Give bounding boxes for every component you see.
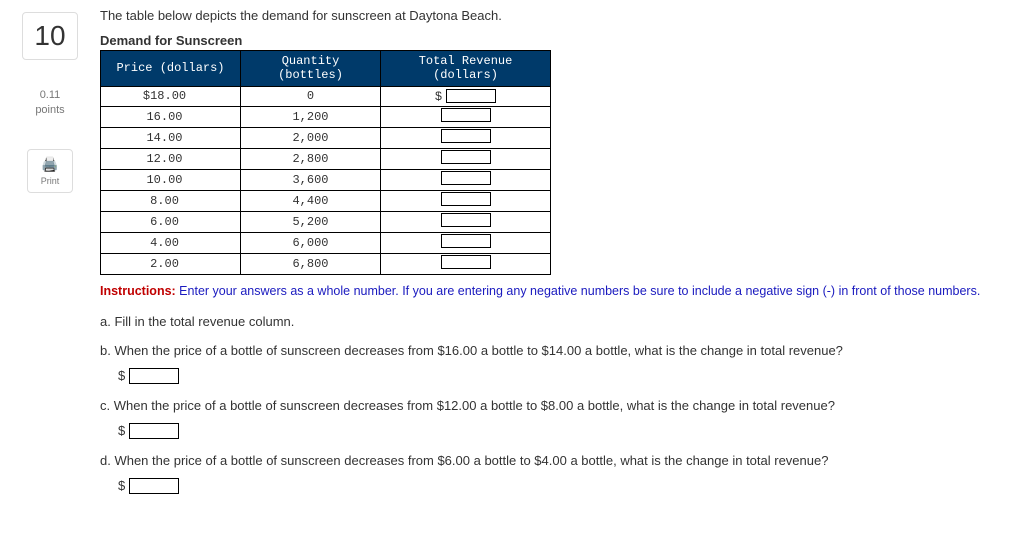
revenue-cell: $ [381, 86, 551, 106]
table-row: 4.006,000 [101, 232, 551, 253]
question-d: d. When the price of a bottle of sunscre… [100, 453, 1004, 468]
points-block: 0.11 points [35, 88, 64, 119]
price-cell: 12.00 [101, 148, 241, 169]
revenue-cell [381, 127, 551, 148]
revenue-cell [381, 148, 551, 169]
revenue-input[interactable] [441, 108, 491, 122]
table-row: $18.000 $ [101, 86, 551, 106]
revenue-input[interactable] [441, 255, 491, 269]
qty-cell: 6,000 [241, 232, 381, 253]
revenue-cell [381, 211, 551, 232]
instructions-text: Enter your answers as a whole number. If… [176, 284, 981, 298]
price-cell: 16.00 [101, 106, 241, 127]
table-row: 2.006,800 [101, 253, 551, 274]
table-header-row: Price (dollars) Quantity (bottles) Total… [101, 51, 551, 87]
question-a: a. Fill in the total revenue column. [100, 314, 1004, 329]
instructions-label: Instructions: [100, 284, 176, 298]
header-quantity: Quantity (bottles) [241, 51, 381, 87]
left-sidebar: 10 0.11 points 🖨️ Print [0, 8, 100, 494]
question-number: 10 [34, 20, 65, 52]
page-container: 10 0.11 points 🖨️ Print The table below … [0, 0, 1024, 494]
revenue-input[interactable] [441, 150, 491, 164]
answer-b: $ [100, 368, 1004, 384]
price-cell: 10.00 [101, 169, 241, 190]
table-row: 12.002,800 [101, 148, 551, 169]
table-row: 8.004,400 [101, 190, 551, 211]
price-cell: $18.00 [101, 86, 241, 106]
points-label: points [35, 103, 64, 118]
price-cell: 14.00 [101, 127, 241, 148]
table-row: 10.003,600 [101, 169, 551, 190]
qty-cell: 1,200 [241, 106, 381, 127]
revenue-input[interactable] [446, 89, 496, 103]
header-revenue: Total Revenue (dollars) [381, 51, 551, 87]
dollar-sign-c: $ [118, 423, 125, 438]
revenue-cell [381, 190, 551, 211]
header-price: Price (dollars) [101, 51, 241, 87]
table-row: 16.001,200 [101, 106, 551, 127]
question-b: b. When the price of a bottle of sunscre… [100, 343, 1004, 358]
print-button[interactable]: 🖨️ Print [27, 149, 73, 193]
revenue-input[interactable] [441, 213, 491, 227]
answer-input-d[interactable] [129, 478, 179, 494]
price-cell: 4.00 [101, 232, 241, 253]
qty-cell: 6,800 [241, 253, 381, 274]
price-cell: 2.00 [101, 253, 241, 274]
printer-icon: 🖨️ [41, 156, 58, 173]
qty-cell: 2,000 [241, 127, 381, 148]
table-row: 6.005,200 [101, 211, 551, 232]
intro-text: The table below depicts the demand for s… [100, 8, 1004, 23]
revenue-input[interactable] [441, 192, 491, 206]
qty-cell: 4,400 [241, 190, 381, 211]
dollar-sign: $ [435, 89, 442, 103]
instructions: Instructions: Enter your answers as a wh… [100, 283, 1004, 300]
dollar-sign-b: $ [118, 368, 125, 383]
table-title: Demand for Sunscreen [100, 33, 1004, 48]
revenue-input[interactable] [441, 129, 491, 143]
answer-input-b[interactable] [129, 368, 179, 384]
qty-cell: 3,600 [241, 169, 381, 190]
revenue-cell [381, 169, 551, 190]
qty-cell: 2,800 [241, 148, 381, 169]
qty-cell: 5,200 [241, 211, 381, 232]
points-value: 0.11 [35, 88, 64, 103]
revenue-cell [381, 106, 551, 127]
answer-d: $ [100, 478, 1004, 494]
revenue-input[interactable] [441, 234, 491, 248]
demand-table: Price (dollars) Quantity (bottles) Total… [100, 50, 551, 275]
qty-cell: 0 [241, 86, 381, 106]
question-number-box: 10 [22, 12, 78, 60]
revenue-input[interactable] [441, 171, 491, 185]
question-c: c. When the price of a bottle of sunscre… [100, 398, 1004, 413]
revenue-cell [381, 232, 551, 253]
revenue-cell [381, 253, 551, 274]
header-qty-l2: (bottles) [278, 68, 343, 82]
table-row: 14.002,000 [101, 127, 551, 148]
price-cell: 8.00 [101, 190, 241, 211]
answer-c: $ [100, 423, 1004, 439]
header-qty-l1: Quantity [282, 54, 340, 68]
main-content: The table below depicts the demand for s… [100, 8, 1024, 494]
dollar-sign-d: $ [118, 478, 125, 493]
answer-input-c[interactable] [129, 423, 179, 439]
header-rev-l2: (dollars) [433, 68, 498, 82]
print-label: Print [41, 176, 60, 186]
header-rev-l1: Total Revenue [419, 54, 513, 68]
price-cell: 6.00 [101, 211, 241, 232]
